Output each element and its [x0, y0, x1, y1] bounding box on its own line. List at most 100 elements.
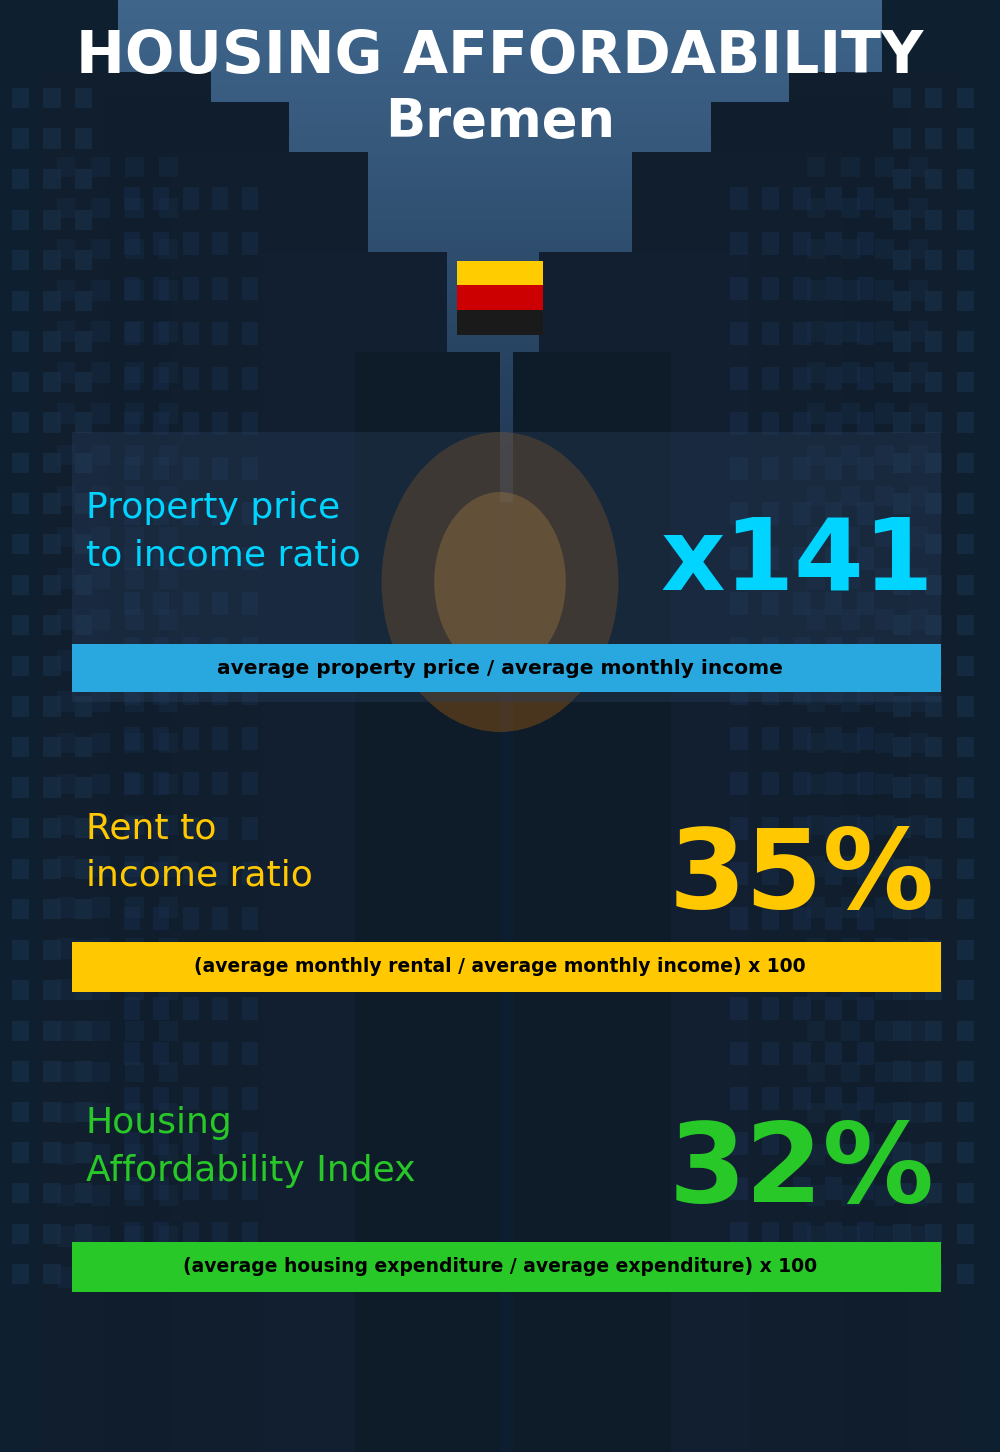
Bar	[91, 486, 110, 507]
Bar	[105, 351, 263, 1452]
Bar	[807, 774, 825, 794]
Bar	[242, 547, 258, 569]
Bar	[807, 240, 825, 260]
Bar	[43, 453, 61, 473]
Bar	[12, 1224, 29, 1244]
Bar	[730, 727, 748, 749]
Bar	[124, 187, 140, 209]
Bar	[730, 908, 748, 929]
Bar	[153, 322, 169, 344]
Bar	[124, 1178, 140, 1199]
Bar	[212, 862, 228, 884]
Bar	[925, 290, 942, 311]
Bar	[159, 1227, 178, 1247]
Bar	[242, 592, 258, 614]
Bar	[75, 250, 92, 270]
Bar	[750, 402, 895, 1452]
Bar	[957, 534, 974, 555]
Bar	[893, 89, 911, 107]
Bar	[909, 897, 928, 918]
Bar	[75, 899, 92, 919]
Bar	[807, 857, 825, 877]
Bar	[75, 89, 92, 107]
Bar	[909, 1104, 928, 1124]
Bar	[909, 280, 928, 301]
Bar	[183, 637, 199, 659]
Bar	[0, 0, 118, 1452]
Bar	[125, 1227, 144, 1247]
Bar	[793, 322, 811, 344]
Bar	[893, 412, 911, 433]
Bar	[75, 817, 92, 838]
Bar	[857, 1133, 874, 1154]
Bar	[825, 1133, 842, 1154]
Bar	[159, 197, 178, 218]
Bar	[841, 897, 860, 918]
Bar	[793, 592, 811, 614]
Bar	[925, 453, 942, 473]
Bar	[875, 857, 894, 877]
Bar	[91, 240, 110, 260]
Bar	[762, 1043, 779, 1064]
Bar	[857, 547, 874, 569]
Bar	[125, 321, 144, 341]
Bar	[212, 232, 228, 254]
Bar	[153, 1133, 169, 1154]
Bar	[893, 290, 911, 311]
Bar	[841, 1021, 860, 1041]
Bar	[807, 980, 825, 1000]
Bar	[72, 433, 941, 701]
Bar	[893, 1143, 911, 1163]
Bar	[12, 412, 29, 433]
Bar	[153, 367, 169, 389]
Bar	[925, 817, 942, 838]
Bar	[12, 128, 29, 148]
Bar	[909, 240, 928, 260]
Bar	[793, 727, 811, 749]
Bar	[72, 942, 941, 992]
Bar	[855, 272, 1000, 1452]
Bar	[875, 1185, 894, 1205]
Bar	[793, 1178, 811, 1199]
Bar	[57, 1144, 75, 1165]
Bar	[183, 367, 199, 389]
Bar	[762, 908, 779, 929]
Bar	[183, 817, 199, 839]
Bar	[242, 637, 258, 659]
Bar	[825, 322, 842, 344]
Bar	[825, 232, 842, 254]
Bar	[12, 656, 29, 677]
Bar	[57, 1185, 75, 1205]
Bar	[893, 777, 911, 797]
Bar	[124, 502, 140, 524]
Bar	[43, 656, 61, 677]
Bar	[12, 1265, 29, 1285]
Bar	[730, 592, 748, 614]
Bar	[807, 650, 825, 671]
Bar	[909, 404, 928, 424]
Bar	[875, 1227, 894, 1247]
Bar	[159, 1104, 178, 1124]
Bar	[57, 1021, 75, 1041]
Bar	[75, 980, 92, 1000]
Bar	[762, 232, 779, 254]
Bar	[91, 857, 110, 877]
Bar	[893, 453, 911, 473]
Bar	[825, 547, 842, 569]
Bar	[730, 322, 748, 344]
Bar	[212, 1043, 228, 1064]
Bar	[75, 412, 92, 433]
Bar	[91, 815, 110, 835]
Bar	[957, 290, 974, 311]
Bar	[857, 502, 874, 524]
Bar	[75, 1265, 92, 1285]
Bar	[43, 858, 61, 878]
Bar	[925, 331, 942, 351]
Bar	[711, 102, 908, 1452]
Bar	[841, 650, 860, 671]
Bar	[183, 1223, 199, 1244]
Bar	[91, 321, 110, 341]
Bar	[807, 733, 825, 754]
Bar	[875, 691, 894, 711]
Bar	[841, 1185, 860, 1205]
